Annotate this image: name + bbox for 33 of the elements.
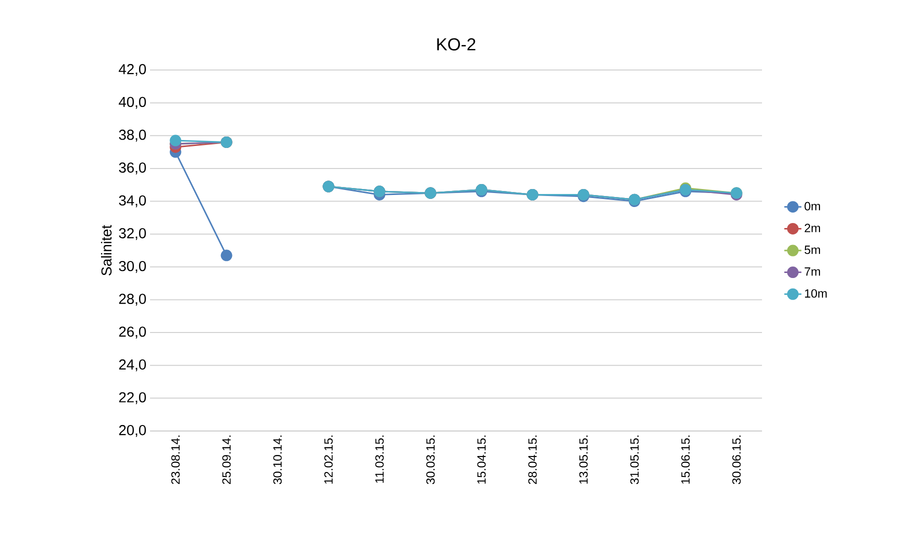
y-tick-label: 30,0 <box>119 260 146 273</box>
legend-label: 7m <box>804 267 820 276</box>
y-axis-title: Salinitet <box>101 225 112 276</box>
point <box>170 134 182 146</box>
y-tick-label: 20,0 <box>119 425 146 437</box>
x-tick-label: 23.08.14. <box>171 436 180 484</box>
y-tick-label: 24,0 <box>119 359 146 372</box>
legend-label: 10m <box>805 289 827 298</box>
x-tick-label: 15.04.15. <box>477 436 486 484</box>
x-tick-label: 30.03.15. <box>426 436 435 484</box>
x-tick-label: 11.03.15. <box>375 436 384 483</box>
legend-label: 0m <box>804 202 820 210</box>
y-tick-label: 34,0 <box>119 195 146 208</box>
legend-label: 5m <box>804 246 820 254</box>
x-tick-label: 15.06.15. <box>681 436 690 484</box>
legend-label: 2m <box>804 224 820 232</box>
y-tick-label: 40,0 <box>118 96 146 109</box>
y-tick-label: 26,0 <box>119 326 146 338</box>
x-tick-label: 31.05.15. <box>630 436 639 484</box>
x-tick-label: 30.10.14. <box>273 436 282 484</box>
x-tick-label: 12.02.15. <box>324 436 333 484</box>
x-tick-label: 28.04.15. <box>528 436 537 484</box>
y-tick-label: 28,0 <box>119 294 146 306</box>
x-tick-label: 30.06.15. <box>732 436 741 484</box>
y-tick-label: 38,0 <box>119 130 146 142</box>
x-tick-label: 13.05.15. <box>579 436 588 484</box>
x-tick-label: 25.09.14. <box>222 436 231 484</box>
y-tick-label: 36,0 <box>119 162 146 174</box>
y-tick-label: 32,0 <box>119 228 146 240</box>
point <box>220 250 232 262</box>
chart-title: KO-2 <box>437 38 476 50</box>
y-tick-label: 42,0 <box>118 64 146 76</box>
y-tick-label: 22,0 <box>119 392 146 404</box>
